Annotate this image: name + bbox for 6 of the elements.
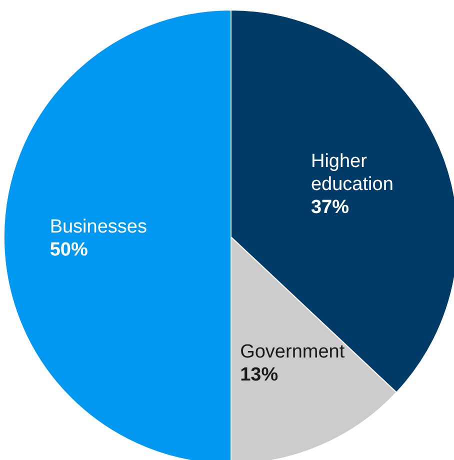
- data-label: 37%: [311, 196, 350, 218]
- slice-label: Higher education: [311, 150, 394, 195]
- data-label: 50%: [50, 240, 88, 260]
- data-label: 13%: [240, 364, 278, 386]
- slice-label: Businesses: [50, 216, 147, 238]
- slice-label: Government: [240, 342, 346, 362]
